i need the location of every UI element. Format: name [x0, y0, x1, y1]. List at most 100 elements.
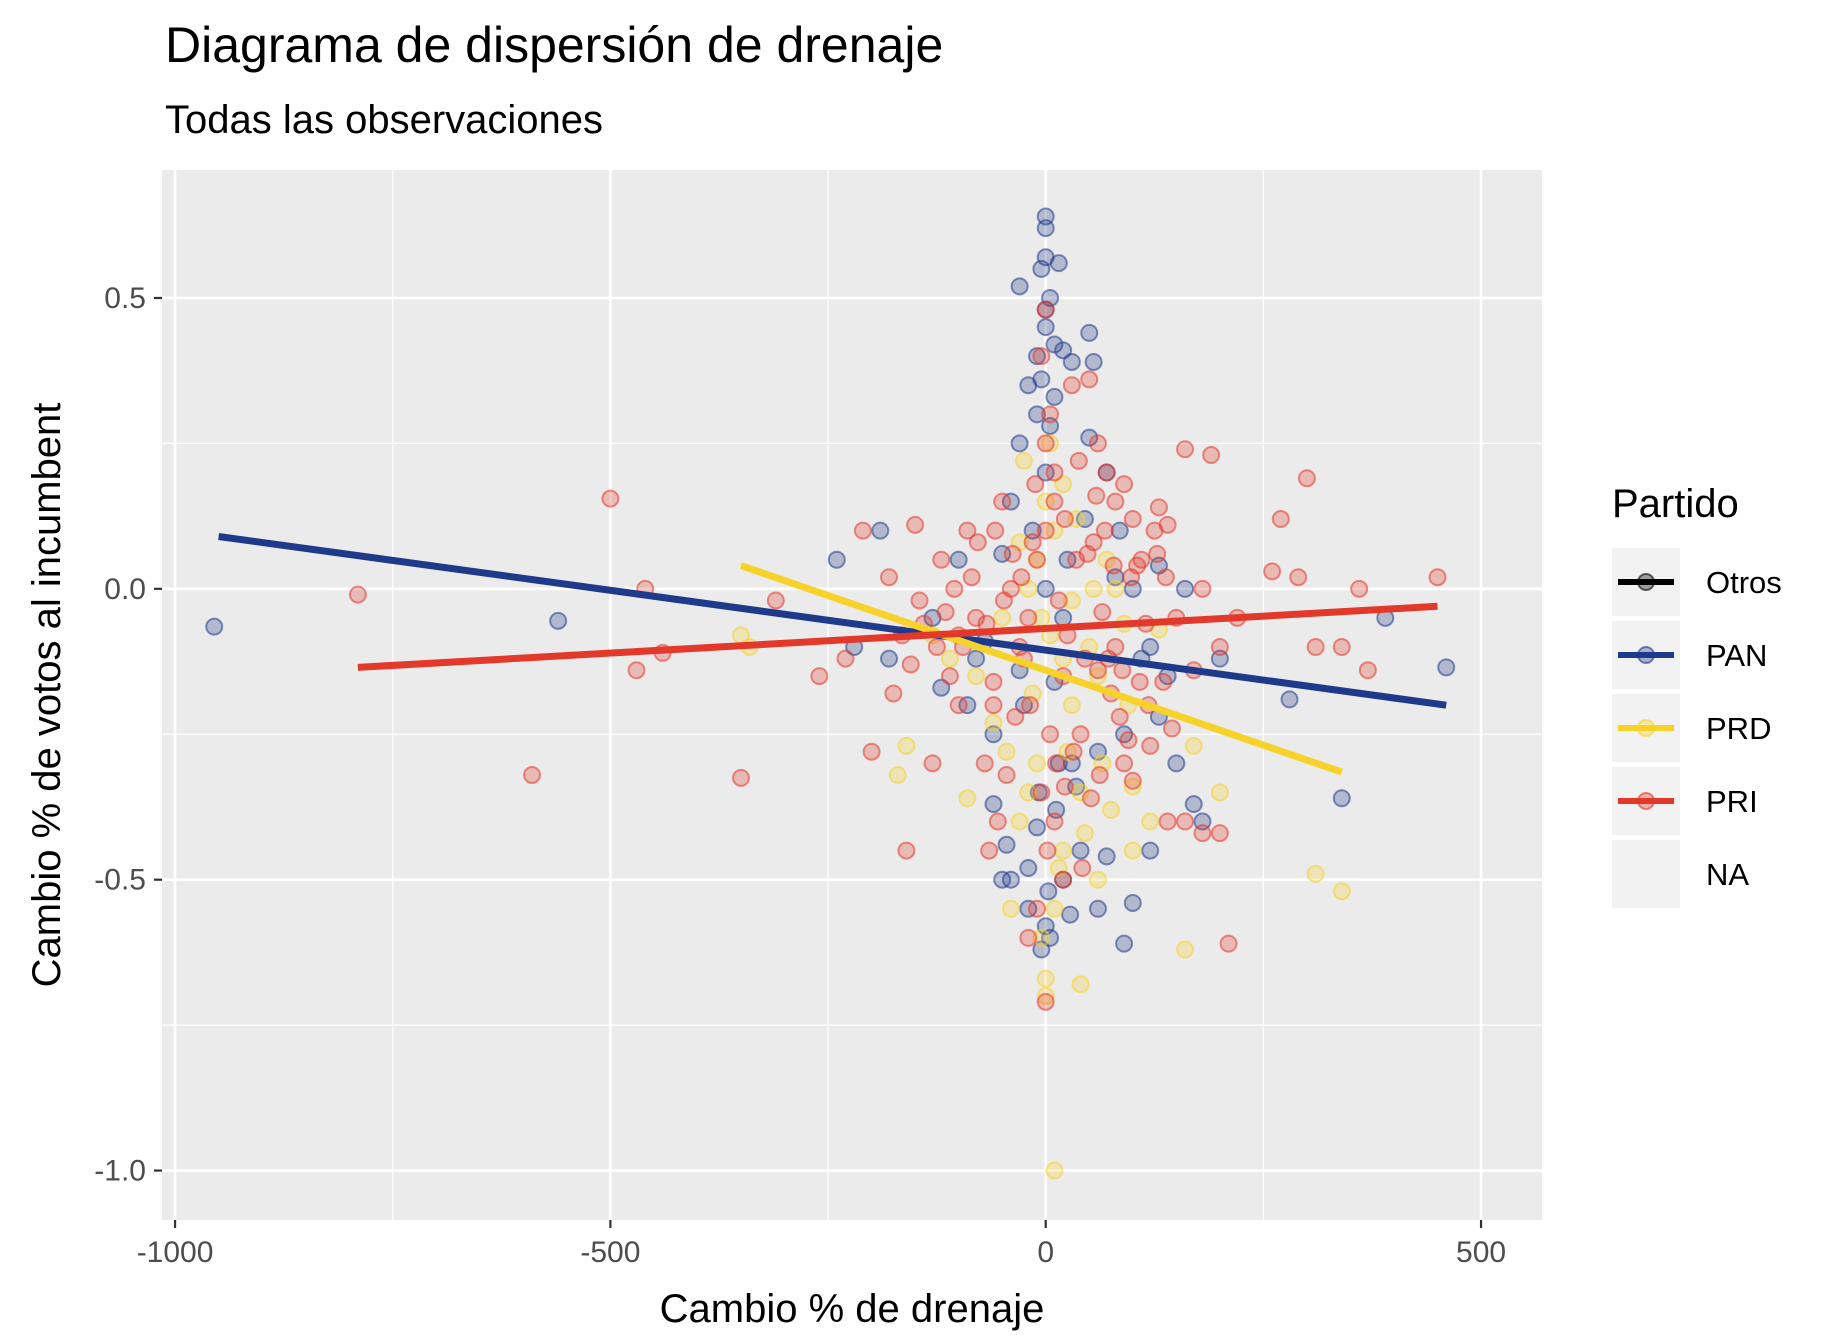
point-pan: [1062, 352, 1081, 371]
point-prd: [897, 736, 916, 755]
point-pri: [1123, 771, 1142, 790]
point-pri: [1219, 934, 1238, 953]
point-prd: [1045, 899, 1064, 918]
point-pri: [897, 841, 916, 860]
point-pri: [1064, 742, 1083, 761]
point-pri: [968, 533, 987, 552]
point-pri: [910, 591, 929, 610]
point-pan: [1084, 352, 1103, 371]
x-tick-label: 0: [1037, 1236, 1054, 1269]
point-pri: [853, 521, 872, 540]
point-pan: [1010, 277, 1029, 296]
point-prd: [888, 765, 907, 784]
point-pan: [1049, 254, 1068, 273]
chart-subtitle: Todas las observaciones: [165, 98, 603, 142]
point-pan: [1280, 690, 1299, 709]
trend-line-pan: [218, 533, 1447, 709]
point-pri: [1088, 661, 1107, 680]
point-prd: [1041, 434, 1060, 453]
point-prd: [1062, 591, 1081, 610]
point-pri: [1176, 440, 1195, 459]
point-pri: [1054, 870, 1073, 889]
point-pri: [1090, 765, 1109, 784]
y-tick-label: -0.5: [94, 864, 146, 897]
point-pri: [1080, 370, 1099, 389]
point-prd: [1010, 812, 1029, 831]
point-prd: [1088, 667, 1107, 686]
point-pri: [901, 655, 920, 674]
chart-title: Diagrama de dispersión de drenaje: [165, 17, 943, 73]
point-pan: [1039, 882, 1058, 901]
point-pri: [1032, 783, 1051, 802]
point-pri: [1019, 608, 1038, 627]
point-pri: [927, 638, 946, 657]
point-pri: [1145, 521, 1164, 540]
point-pri: [1036, 434, 1055, 453]
point-prd: [1075, 824, 1094, 843]
point-pan: [549, 611, 568, 630]
point-pri: [1176, 812, 1195, 831]
point-prd: [1028, 754, 1047, 773]
point-pri: [1078, 544, 1097, 563]
point-pri: [1110, 707, 1129, 726]
point-pan: [1061, 905, 1080, 924]
point-prd: [1071, 975, 1090, 994]
point-pan: [1332, 789, 1351, 808]
point-pan: [1141, 841, 1160, 860]
point-pan: [1028, 818, 1047, 837]
point-prd: [1184, 736, 1203, 755]
x-tick-label: -500: [580, 1236, 640, 1269]
point-prd: [1123, 777, 1142, 796]
point-pri: [1306, 638, 1325, 657]
point-pan: [997, 835, 1016, 854]
point-pan: [1036, 579, 1055, 598]
point-pri: [1047, 754, 1066, 773]
point-prd: [1014, 451, 1033, 470]
point-pri: [1115, 754, 1134, 773]
point-pri: [1210, 824, 1229, 843]
point-prd: [1332, 882, 1351, 901]
point-pri: [1081, 789, 1100, 808]
point-pri: [1154, 672, 1173, 691]
point-prd: [940, 649, 959, 668]
legend-item-otros: Otros: [1612, 548, 1782, 616]
point-pri: [1062, 376, 1081, 395]
point-pri: [1021, 696, 1040, 715]
point-prd: [967, 667, 986, 686]
point-prd: [1088, 870, 1107, 889]
legend-label: PRD: [1706, 711, 1771, 746]
point-pri: [1156, 568, 1175, 587]
point-pri: [932, 550, 951, 569]
point-pri: [1097, 463, 1116, 482]
point-pri: [988, 812, 1007, 831]
legend-point: [1637, 646, 1655, 664]
grid-minor: [162, 170, 1542, 1220]
point-prd: [997, 742, 1016, 761]
trend-line-pri: [357, 602, 1438, 671]
point-prd: [1036, 987, 1055, 1006]
point-pri: [986, 521, 1005, 540]
point-pan: [871, 521, 890, 540]
x-axis-title: Cambio % de drenaje: [660, 1287, 1045, 1331]
point-prd: [1141, 812, 1160, 831]
legend-title: Partido: [1612, 482, 1739, 526]
point-pri: [1115, 475, 1134, 494]
point-pri: [1106, 492, 1125, 511]
point-pri: [945, 579, 964, 598]
point-prd: [1306, 864, 1325, 883]
point-pri: [1049, 591, 1068, 610]
point-prd: [1058, 742, 1077, 761]
point-pri: [906, 515, 925, 534]
point-pri: [949, 696, 968, 715]
point-pri: [1041, 405, 1060, 424]
legend-label: NA: [1706, 857, 1749, 892]
point-prd: [1045, 1161, 1064, 1180]
point-prd: [1106, 579, 1125, 598]
point-prd: [1176, 940, 1195, 959]
point-pri: [1026, 475, 1045, 494]
point-pan: [1123, 893, 1142, 912]
point-pan: [967, 649, 986, 668]
point-pri: [984, 672, 1003, 691]
point-pri: [1162, 719, 1181, 738]
